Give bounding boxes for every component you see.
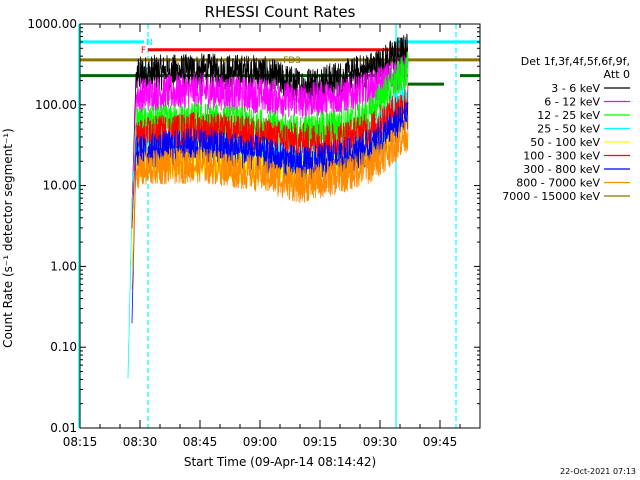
- legend-label-5: 100 - 300 keV: [523, 150, 600, 163]
- y-tick-label-1: 0.10: [50, 340, 77, 354]
- axes: 0.01 0.10 1.00 10.00 100.00 1000.00 08:15 08:30…: [27, 17, 481, 449]
- flag-label-n: N: [146, 38, 153, 48]
- x-tick-label-1: 08:30: [123, 435, 158, 449]
- x-tick-label-5: 09:30: [363, 435, 398, 449]
- series-line-7: [131, 115, 409, 290]
- legend: Det 1f,3f,4f,5f,6f,9f, Att 0 3 - 6 keV6 …: [502, 55, 630, 203]
- x-tick-label-0: 08:15: [63, 435, 98, 449]
- series-line-0: [131, 33, 409, 210]
- legend-header-line-1: Det 1f,3f,4f,5f,6f,9f,: [521, 55, 630, 68]
- footer-timestamp: 22-Oct-2021 07:13: [560, 467, 636, 476]
- legend-label-4: 50 - 100 keV: [530, 136, 600, 149]
- x-tick-label-6: 09:45: [423, 435, 458, 449]
- chart-title: RHESSI Count Rates: [205, 3, 356, 21]
- legend-label-6: 300 - 800 keV: [523, 163, 600, 176]
- legend-label-3: 25 - 50 keV: [537, 123, 600, 136]
- legend-header-line-2: Att 0: [604, 68, 630, 81]
- legend-label-0: 3 - 6 keV: [551, 82, 600, 95]
- plot-area: NF FD3: [78, 24, 480, 428]
- y-tick-label-2: 1.00: [50, 259, 77, 273]
- y-axis-label: Count Rate (s⁻¹ detector segment⁻¹): [1, 128, 15, 348]
- y-tick-label-5: 1000.00: [27, 17, 77, 31]
- y-tick-label-0: 0.01: [50, 421, 77, 435]
- x-tick-label-2: 08:45: [183, 435, 218, 449]
- legend-label-7: 800 - 7000 keV: [516, 177, 600, 190]
- legend-label-2: 12 - 25 keV: [537, 109, 600, 122]
- y-tick-label-3: 10.00: [43, 179, 77, 193]
- y-tick-label-4: 100.00: [35, 98, 77, 112]
- legend-label-1: 6 - 12 keV: [544, 96, 600, 109]
- x-axis-label: Start Time (09-Apr-14 08:14:42): [184, 455, 376, 469]
- flag-label-f: F: [141, 46, 146, 56]
- x-tick-label-4: 09:15: [303, 435, 338, 449]
- x-tick-label-3: 09:00: [243, 435, 278, 449]
- legend-label-8: 7000 - 15000 keV: [502, 190, 600, 203]
- flag-label-fd3: FD3: [283, 56, 301, 66]
